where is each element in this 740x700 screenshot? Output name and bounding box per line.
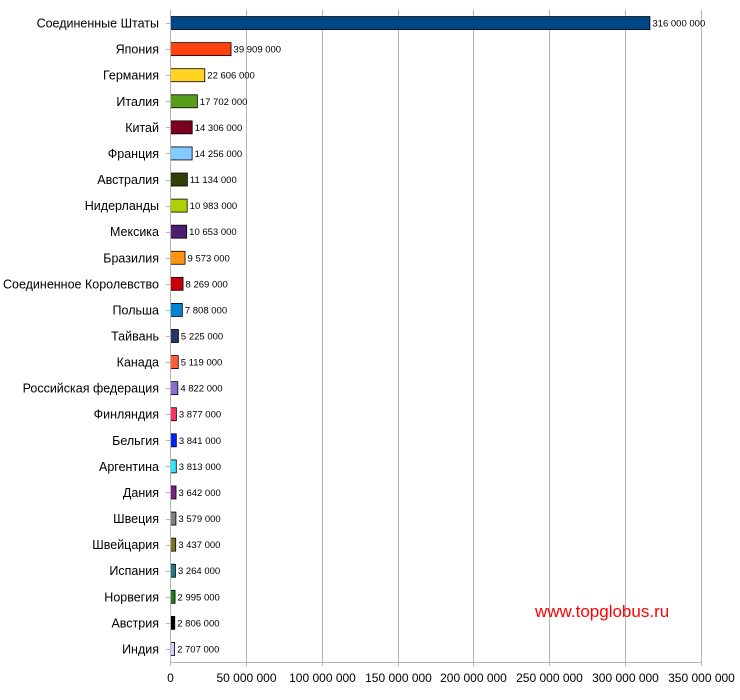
- value-label: 3 642 000: [179, 488, 221, 499]
- value-label: 7 808 000: [185, 305, 227, 316]
- bar: [170, 276, 184, 291]
- bars: [170, 16, 651, 656]
- category-label: Индия: [122, 642, 159, 656]
- bar: [170, 146, 193, 161]
- bar: [170, 172, 188, 187]
- category-label: Польша: [113, 303, 159, 317]
- bar: [170, 16, 651, 30]
- category-label: Финляндия: [94, 408, 159, 422]
- value-label: 2 995 000: [178, 592, 220, 603]
- value-label: 3 813 000: [179, 462, 221, 473]
- value-labels: 316 000 000 39 909 000 22 606 000 17 702 00…: [177, 19, 705, 656]
- category-label: Япония: [116, 43, 159, 57]
- value-label: 3 264 000: [178, 566, 220, 577]
- watermark-text: www.topglobus.ru: [534, 602, 669, 621]
- x-tick-label: 100 000 000: [289, 671, 356, 685]
- value-label: 2 707 000: [177, 644, 219, 655]
- category-label: Соединенное Королевство: [3, 277, 159, 291]
- grid-lines: [246, 10, 702, 662]
- bar: [170, 563, 176, 578]
- value-label: 3 437 000: [178, 540, 220, 551]
- bar: [170, 120, 193, 135]
- value-label: 3 579 000: [178, 514, 220, 525]
- category-label: Аргентина: [99, 460, 159, 474]
- bar: [170, 511, 177, 526]
- bar: [170, 250, 186, 265]
- bar: [170, 381, 179, 396]
- x-tick-label: 200 000 000: [440, 671, 507, 685]
- bar: [170, 224, 188, 239]
- bar: [170, 355, 179, 369]
- x-tick-label: 150 000 000: [365, 671, 432, 685]
- x-tick-label: 350 000 000: [668, 671, 735, 685]
- value-label: 4 822 000: [180, 384, 222, 395]
- value-label: 3 841 000: [179, 436, 221, 447]
- bar: [170, 433, 177, 448]
- bar: [170, 459, 177, 474]
- category-label: Австралия: [97, 173, 159, 187]
- category-label: Соединенные Штаты: [37, 17, 159, 31]
- category-labels: Соединенные Штаты Япония Германия Италия Кит…: [3, 17, 159, 657]
- category-label: Италия: [116, 95, 159, 109]
- bar: [170, 94, 198, 109]
- value-label: 5 119 000: [181, 358, 223, 369]
- category-label: Китай: [125, 121, 159, 135]
- value-label: 14 256 000: [195, 149, 243, 160]
- x-tick-label: 0: [167, 671, 174, 685]
- category-label: Бельгия: [112, 434, 159, 448]
- category-label: Российская федерация: [23, 382, 159, 396]
- category-label: Мексика: [110, 225, 159, 239]
- bar: [170, 589, 176, 604]
- bar: [170, 407, 177, 422]
- value-label: 9 573 000: [188, 253, 230, 264]
- category-label: Испания: [109, 564, 159, 578]
- value-label: 316 000 000: [652, 19, 705, 30]
- value-label: 17 702 000: [200, 97, 248, 108]
- value-label: 5 225 000: [181, 332, 223, 343]
- bar: [170, 303, 183, 317]
- value-label: 10 983 000: [190, 201, 238, 212]
- category-label: Нидерланды: [85, 199, 159, 213]
- category-label: Дания: [123, 486, 159, 500]
- category-label: Австрия: [111, 616, 159, 630]
- value-label: 39 909 000: [234, 45, 282, 56]
- bar: [170, 329, 179, 343]
- value-label: 10 653 000: [189, 227, 237, 238]
- bar: [170, 42, 232, 57]
- category-label: Тайвань: [111, 330, 159, 344]
- value-label: 11 134 000: [190, 175, 237, 186]
- category-label: Норвегия: [104, 590, 159, 604]
- x-tick-label: 300 000 000: [592, 671, 659, 685]
- bar: [170, 615, 176, 630]
- value-label: 8 269 000: [186, 279, 228, 290]
- category-label: Швеция: [113, 512, 159, 526]
- category-label: Швейцария: [92, 538, 159, 552]
- bar: [170, 537, 177, 552]
- bar: [170, 485, 177, 500]
- category-label: Канада: [117, 356, 159, 370]
- value-label: 22 606 000: [207, 71, 255, 82]
- x-tick-label: 50 000 000: [216, 671, 276, 685]
- category-label: Франция: [108, 147, 159, 161]
- category-label: Бразилия: [103, 251, 159, 265]
- category-label: Германия: [103, 69, 159, 83]
- bar: [170, 642, 176, 656]
- value-label: 14 306 000: [195, 123, 243, 134]
- bar: [170, 198, 188, 213]
- bar: [170, 68, 206, 83]
- x-axis-ticks: 0 50 000 000 100 000 000 150 000 000 200 000…: [166, 23, 735, 685]
- value-label: 3 877 000: [179, 410, 221, 421]
- x-tick-label: 250 000 000: [516, 671, 583, 685]
- value-label: 2 806 000: [177, 618, 219, 629]
